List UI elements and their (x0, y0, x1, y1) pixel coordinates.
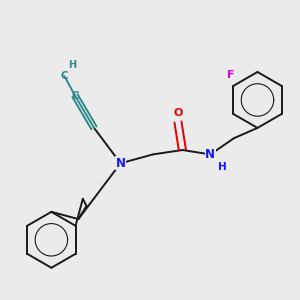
Text: C: C (71, 91, 79, 100)
Text: H: H (218, 162, 226, 172)
Text: C: C (61, 71, 68, 81)
Text: N: N (206, 148, 215, 161)
Text: O: O (173, 108, 183, 118)
Text: N: N (116, 157, 126, 170)
Text: F: F (227, 70, 235, 80)
Text: H: H (68, 60, 76, 70)
